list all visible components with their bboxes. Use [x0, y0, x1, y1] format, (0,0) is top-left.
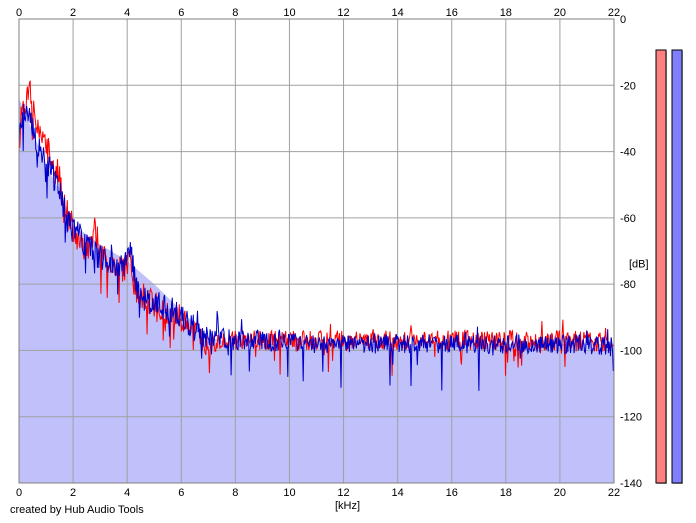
- x-axis-label: [kHz]: [335, 500, 360, 512]
- y-tick-label: -60: [620, 213, 636, 225]
- y-tick-label: -140: [620, 478, 642, 490]
- x-tick-label-top: 2: [70, 7, 76, 19]
- axis-labels: 002244668810101212141416161818202022220-…: [16, 7, 649, 512]
- x-tick-label-bottom: 6: [178, 487, 184, 499]
- x-tick-label-top: 12: [337, 7, 349, 19]
- level-meter-bar: [671, 49, 683, 484]
- x-tick-label-bottom: 4: [124, 487, 130, 499]
- x-tick-label-bottom: 10: [283, 487, 295, 499]
- plot-area: [18, 18, 615, 484]
- y-tick-label: -20: [620, 80, 636, 92]
- x-tick-label-bottom: 14: [392, 487, 404, 499]
- level-meter-bar: [655, 49, 667, 484]
- x-tick-label-bottom: 16: [446, 487, 458, 499]
- x-tick-label-top: 22: [608, 7, 620, 19]
- y-tick-label: -120: [620, 412, 642, 424]
- level-meters: [655, 49, 683, 484]
- y-axis-label: [dB]: [629, 259, 649, 271]
- x-tick-label-bottom: 20: [554, 487, 566, 499]
- x-tick-label-top: 8: [232, 7, 238, 19]
- x-tick-label-top: 4: [124, 7, 130, 19]
- x-tick-label-top: 16: [446, 7, 458, 19]
- y-tick-label: -40: [620, 147, 636, 159]
- x-tick-label-bottom: 0: [16, 487, 22, 499]
- x-tick-label-top: 20: [554, 7, 566, 19]
- y-tick-label: 0: [620, 14, 626, 26]
- x-tick-label-top: 0: [16, 7, 22, 19]
- x-tick-label-bottom: 22: [608, 487, 620, 499]
- y-tick-label: -80: [620, 279, 636, 291]
- x-tick-label-top: 6: [178, 7, 184, 19]
- x-tick-label-top: 10: [283, 7, 295, 19]
- spectrum-series-line: [18, 103, 614, 391]
- plot-border: [18, 18, 615, 484]
- spectrum-area: [19, 98, 614, 483]
- x-tick-label-bottom: 18: [500, 487, 512, 499]
- x-tick-label-bottom: 12: [337, 487, 349, 499]
- x-tick-label-top: 18: [500, 7, 512, 19]
- y-tick-label: -100: [620, 345, 642, 357]
- x-tick-label-top: 14: [392, 7, 404, 19]
- credit-text: created by Hub Audio Tools: [10, 504, 144, 516]
- x-tick-label-bottom: 2: [70, 487, 76, 499]
- x-tick-label-bottom: 8: [232, 487, 238, 499]
